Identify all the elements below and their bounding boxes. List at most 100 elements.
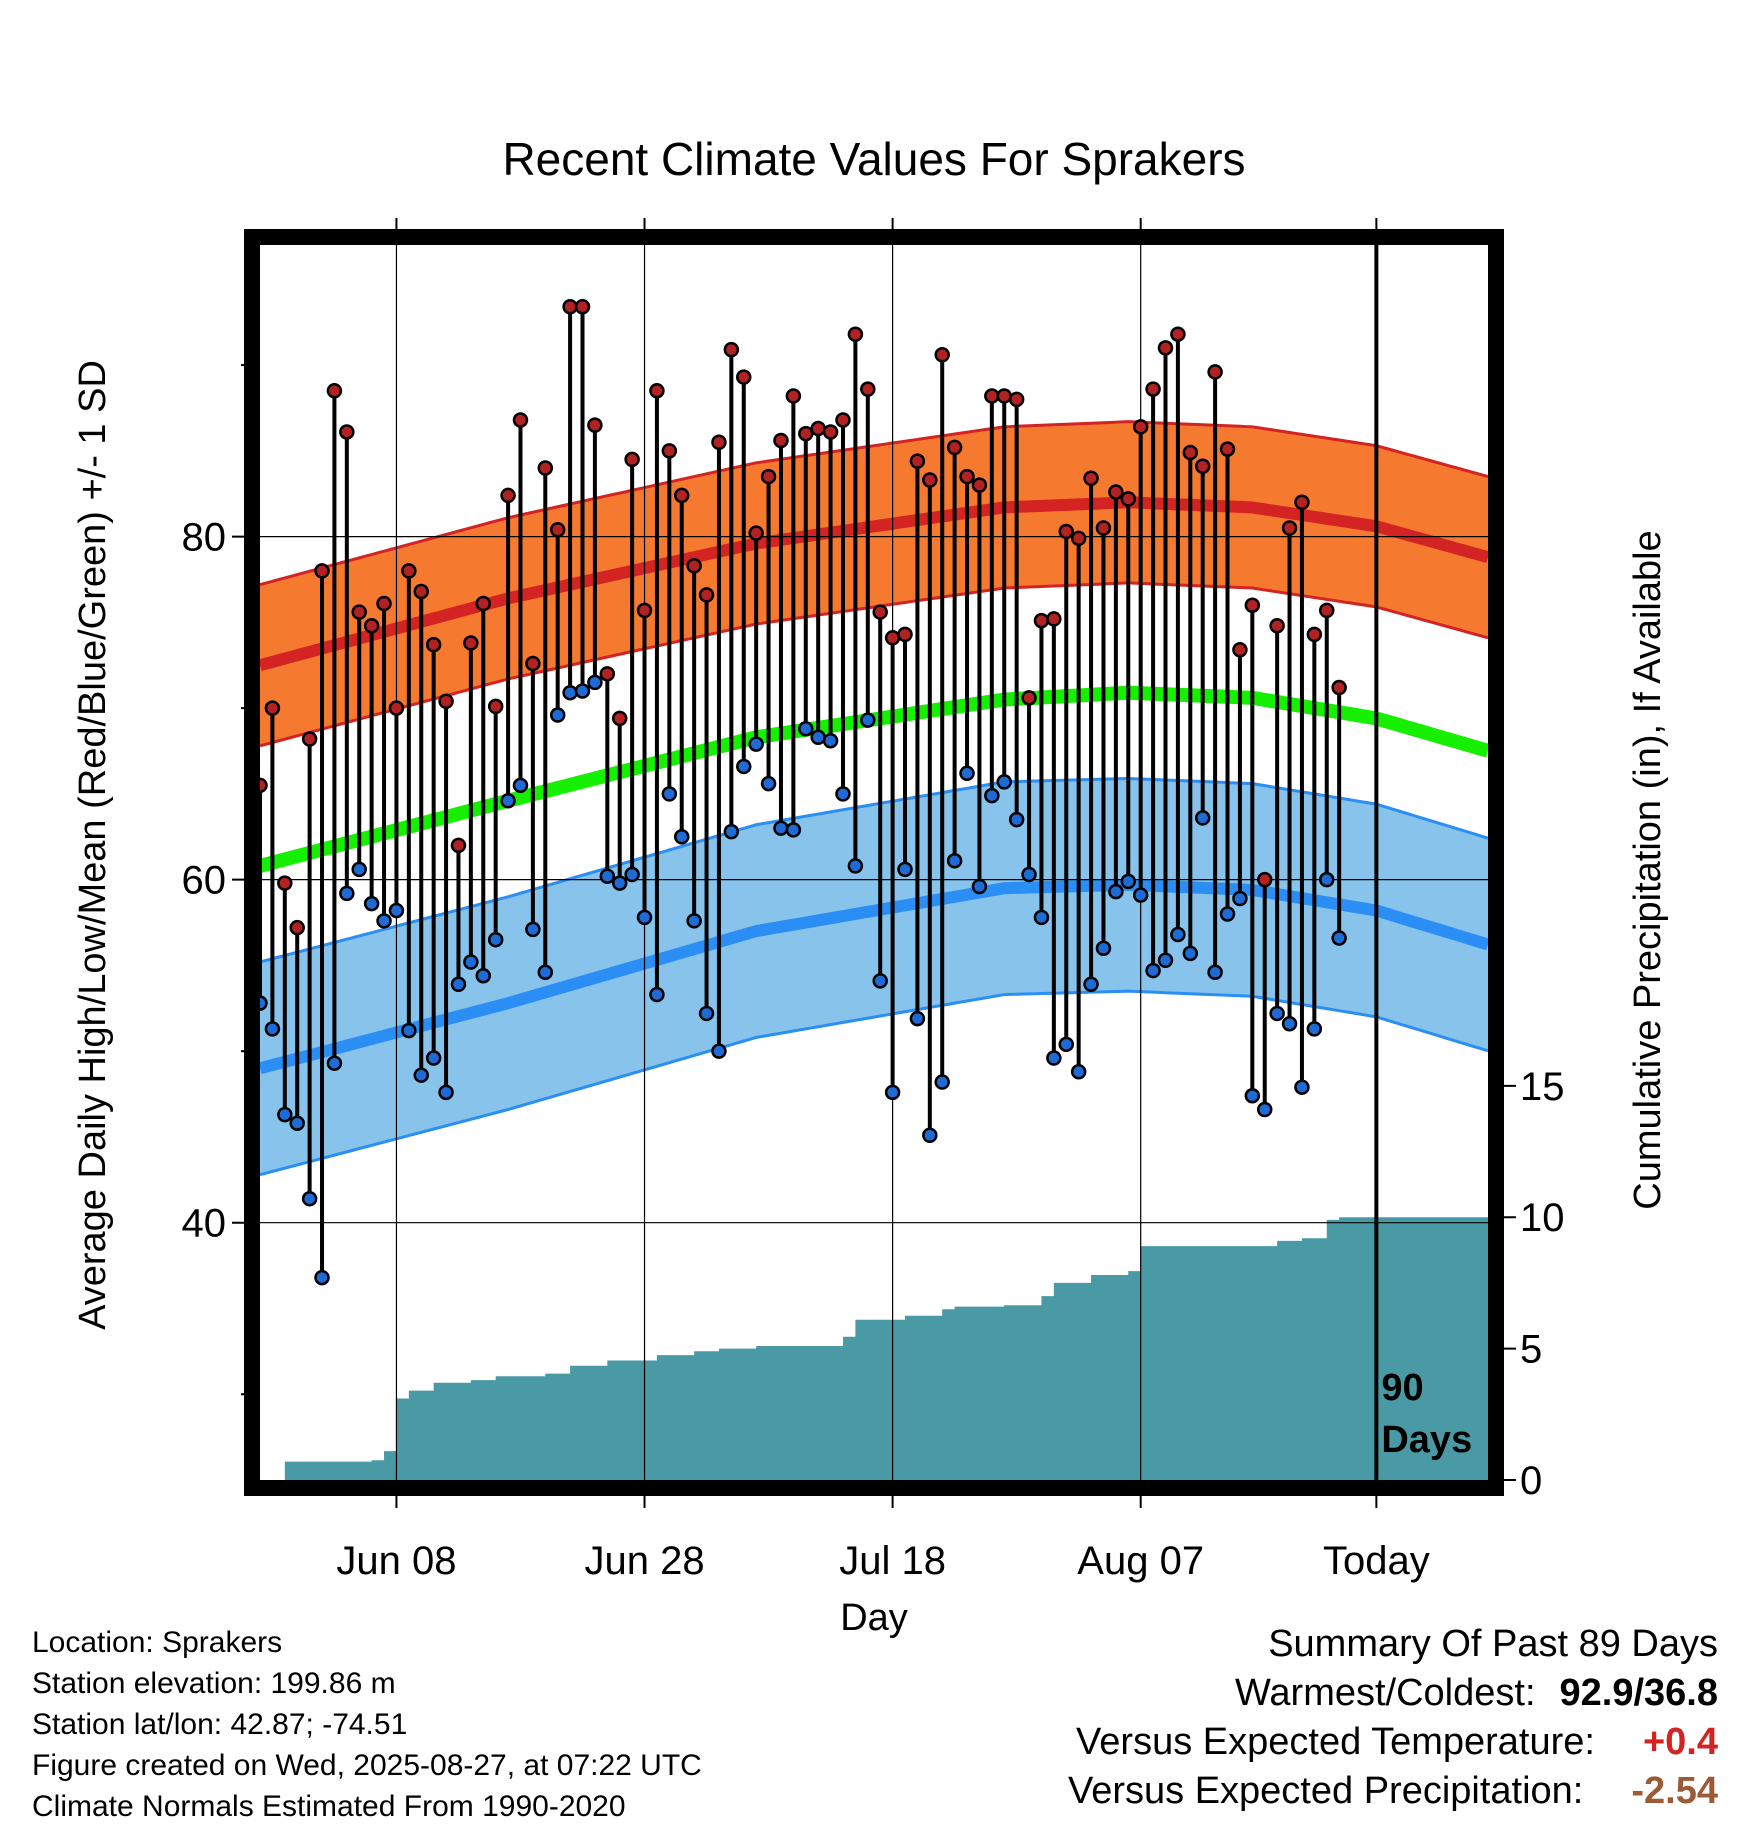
daily-high-point xyxy=(835,412,851,428)
daily-low-point xyxy=(1269,1005,1285,1022)
daily-low-point xyxy=(549,707,566,723)
daily-low-point xyxy=(636,909,653,926)
daily-high-point xyxy=(822,424,839,440)
daily-high-point xyxy=(847,326,864,342)
daily-high-point xyxy=(946,439,963,456)
daily-high-point xyxy=(1058,523,1075,540)
daily-low-point xyxy=(959,765,975,782)
daily-low-point xyxy=(773,820,789,836)
daily-low-point xyxy=(934,1074,950,1090)
y2-tick-label: 5 xyxy=(1520,1328,1542,1372)
daily-high-point xyxy=(1157,340,1174,356)
summary-temp: Versus Expected Temperature: +0.4 xyxy=(1068,1718,1718,1767)
normal-low-lower-sd-line xyxy=(259,989,1489,1177)
normal-low-upper-sd-line xyxy=(259,776,1489,964)
latlon-text: Station lat/lon: 42.87; -74.51 xyxy=(32,1708,408,1741)
daily-high-point xyxy=(289,919,305,936)
precip-label: Versus Expected Precipitation: xyxy=(1067,1770,1584,1812)
location-text: Location: Sprakers xyxy=(32,1626,283,1659)
daily-low-point xyxy=(388,902,405,919)
daily-low-point xyxy=(673,829,690,845)
daily-high-point xyxy=(624,451,640,468)
daily-low-point xyxy=(698,1005,715,1022)
daily-low-point xyxy=(1244,1088,1261,1104)
normal-high-lower-sd-line xyxy=(259,581,1489,748)
x-tick-label: Aug 07 xyxy=(1077,1539,1204,1583)
daily-low-point xyxy=(872,973,888,989)
daily-low-point xyxy=(500,793,516,809)
y2-tick-label: 15 xyxy=(1520,1065,1565,1109)
daily-high-point xyxy=(810,420,826,437)
daily-high-point xyxy=(1194,458,1211,475)
daily-low-point xyxy=(314,1269,330,1286)
daily-low-point xyxy=(326,1055,343,1071)
daily-high-point xyxy=(611,710,628,727)
daily-high-point xyxy=(388,700,405,716)
daily-high-point xyxy=(1145,381,1161,397)
daily-high-point xyxy=(339,424,355,440)
daily-high-point xyxy=(1306,626,1323,643)
daily-high-point xyxy=(884,630,901,646)
daily-high-point xyxy=(785,388,802,404)
daily-high-point xyxy=(1244,597,1261,613)
daily-low-point xyxy=(450,976,467,993)
daily-low-point xyxy=(1120,873,1137,890)
daily-high-point xyxy=(773,432,789,449)
daily-high-point xyxy=(500,487,516,504)
daily-low-point xyxy=(1256,1101,1273,1118)
daily-high-point xyxy=(351,604,367,620)
y-tick-label: 60 xyxy=(182,859,227,903)
daily-low-point xyxy=(1132,887,1149,903)
daily-low-point xyxy=(1070,1064,1087,1080)
temp-value: +0.4 xyxy=(1642,1721,1718,1763)
daily-low-point xyxy=(860,712,876,728)
daily-high-point xyxy=(425,636,442,653)
daily-low-point xyxy=(1182,945,1199,962)
daily-high-point xyxy=(376,595,392,612)
daily-low-point xyxy=(264,1021,281,1037)
daily-low-point xyxy=(1108,883,1124,900)
temp-label: Versus Expected Temperature: xyxy=(1076,1721,1595,1763)
daily-low-point xyxy=(897,861,913,878)
y-tick-label: 80 xyxy=(182,516,227,560)
daily-low-point xyxy=(748,736,764,752)
daily-low-point xyxy=(413,1067,430,1083)
daily-high-point xyxy=(1318,602,1335,619)
daily-low-point xyxy=(946,853,963,869)
normals-text: Climate Normals Estimated From 1990-2020 xyxy=(32,1790,626,1823)
daily-low-point xyxy=(587,674,603,691)
daily-low-point xyxy=(599,868,616,884)
warm-cold-label: Warmest/Coldest: xyxy=(1234,1672,1536,1714)
daily-low-point xyxy=(1157,952,1174,969)
daily-high-point xyxy=(1033,612,1050,629)
today-marker-label: 90 xyxy=(1381,1367,1423,1409)
daily-low-point xyxy=(909,1010,926,1027)
summary-warm-cold: Warmest/Coldest: 92.9/36.8 xyxy=(1068,1669,1718,1718)
daily-high-point xyxy=(1083,470,1099,487)
daily-low-point xyxy=(1058,1036,1075,1053)
daily-low-point xyxy=(1331,930,1347,946)
created-text: Figure created on Wed, 2025-08-27, at 07… xyxy=(32,1749,702,1782)
daily-high-point xyxy=(723,341,740,358)
daily-low-point xyxy=(835,786,851,802)
normal-low-line xyxy=(258,878,1490,1075)
summary-precip: Versus Expected Precipitation: -2.54 xyxy=(1068,1767,1718,1816)
daily-low-point xyxy=(475,967,492,984)
daily-low-point xyxy=(1021,866,1037,883)
daily-low-point xyxy=(785,822,802,838)
daily-low-point xyxy=(574,683,591,699)
daily-low-point xyxy=(1207,964,1223,981)
today-marker-label: Days xyxy=(1381,1419,1472,1461)
daily-high-point xyxy=(673,487,690,504)
daily-high-point xyxy=(736,369,752,385)
daily-low-point xyxy=(1170,926,1186,943)
x-tick-label: Today xyxy=(1323,1539,1430,1583)
daily-high-point xyxy=(450,837,467,854)
daily-high-point xyxy=(872,604,888,620)
daily-high-point xyxy=(401,563,417,579)
daily-high-point xyxy=(1269,618,1285,634)
daily-low-point xyxy=(996,774,1012,790)
daily-high-point xyxy=(636,602,653,619)
precipitation-area xyxy=(260,1217,1488,1480)
